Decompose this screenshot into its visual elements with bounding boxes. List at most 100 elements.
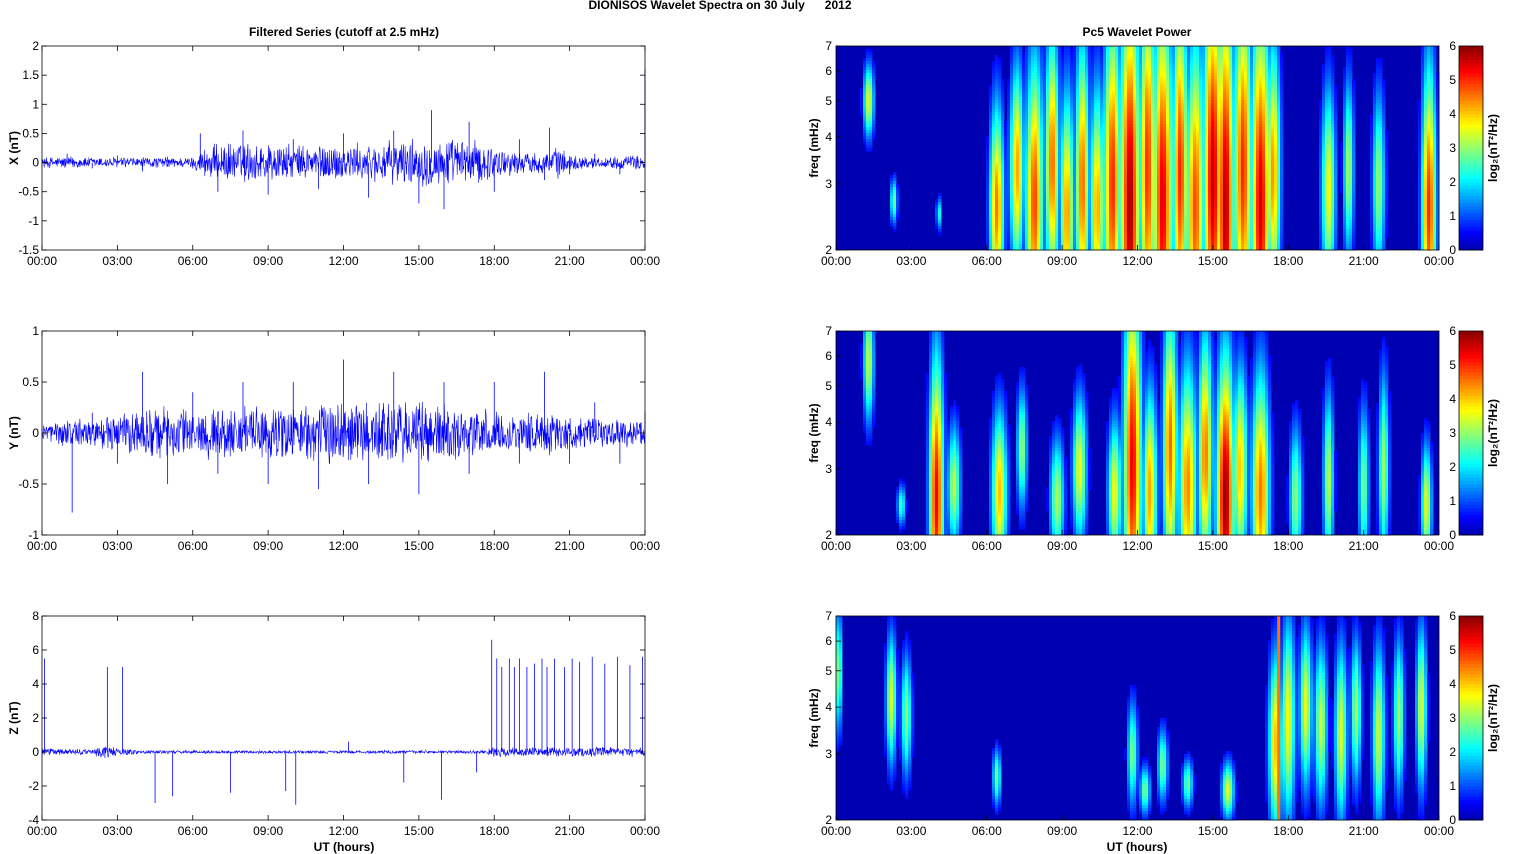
colorbar-segment	[1459, 121, 1483, 125]
colorbar-segment	[1459, 447, 1483, 451]
colorbar-segment	[1459, 168, 1483, 172]
colorbar-segment	[1459, 687, 1483, 691]
colorbar-segment	[1459, 80, 1483, 84]
colorbar-segment	[1459, 175, 1483, 179]
colorbar-segment	[1459, 626, 1483, 630]
colorbar-segment	[1459, 56, 1483, 60]
colorbar-segment	[1459, 189, 1483, 193]
right-column-title: Pc5 Wavelet Power	[1083, 25, 1192, 39]
colorbar-segment	[1459, 681, 1483, 685]
colorbar-segment	[1459, 640, 1483, 644]
colorbar-segment	[1459, 233, 1483, 237]
colorbar-segment	[1459, 406, 1483, 410]
colorbar-segment	[1459, 362, 1483, 366]
x-tick-label: 09:00	[1047, 824, 1077, 838]
colorbar-segment	[1459, 481, 1483, 485]
y-tick-label: 6	[825, 349, 832, 363]
colorbar-segment	[1459, 114, 1483, 118]
y-tick-label: 0.5	[22, 126, 39, 140]
colorbar-segment	[1459, 630, 1483, 634]
colorbar-tick-label: 3	[1449, 141, 1456, 155]
colorbar-segment	[1459, 165, 1483, 169]
colorbar-segment	[1459, 73, 1483, 77]
colorbar-segment	[1459, 53, 1483, 57]
colorbar-segment	[1459, 715, 1483, 719]
colorbar-segment	[1459, 100, 1483, 104]
colorbar-segment	[1459, 192, 1483, 196]
colorbar-tick-label: 0	[1449, 243, 1456, 257]
colorbar-segment	[1459, 623, 1483, 627]
colorbar-segment	[1459, 813, 1483, 817]
colorbar-segment	[1459, 345, 1483, 349]
x-tick-label: 21:00	[555, 539, 585, 553]
colorbar-segment	[1459, 752, 1483, 756]
y-tick-label: 0	[32, 745, 39, 759]
x-tick-label: 18:00	[1273, 254, 1303, 268]
colorbar-segment	[1459, 351, 1483, 355]
colorbar-segment	[1459, 145, 1483, 149]
x-tick-label: 03:00	[102, 539, 132, 553]
colorbar-segment	[1459, 382, 1483, 386]
colorbar-segment	[1459, 206, 1483, 210]
x-tick-label: 03:00	[896, 824, 926, 838]
colorbar-segment	[1459, 484, 1483, 488]
colorbar-tick-label: 0	[1449, 528, 1456, 542]
colorbar-segment	[1459, 104, 1483, 108]
colorbar-segment	[1459, 63, 1483, 67]
colorbar-tick-label: 4	[1449, 392, 1456, 406]
colorbar-segment	[1459, 694, 1483, 698]
y-tick-label: 1	[32, 97, 39, 111]
colorbar-tick-label: 4	[1449, 107, 1456, 121]
colorbar-segment	[1459, 389, 1483, 393]
x-tick-label: 18:00	[1273, 824, 1303, 838]
x-tick-label: 06:00	[178, 824, 208, 838]
colorbar-segment	[1459, 633, 1483, 637]
colorbar-segment	[1459, 759, 1483, 763]
colorbar-segment	[1459, 77, 1483, 81]
colorbar-segment	[1459, 619, 1483, 623]
colorbar-segment	[1459, 776, 1483, 780]
colorbar-segment	[1459, 196, 1483, 200]
x-tick-label: 06:00	[972, 539, 1002, 553]
colorbar-segment	[1459, 803, 1483, 807]
colorbar-segment	[1459, 430, 1483, 434]
colorbar-segment	[1459, 179, 1483, 183]
colorbar-segment	[1459, 470, 1483, 474]
colorbar-tick-label: 1	[1449, 494, 1456, 508]
colorbar-segment	[1459, 385, 1483, 389]
x-tick-label: 09:00	[253, 824, 283, 838]
colorbar-segment	[1459, 762, 1483, 766]
colorbar-segment	[1459, 528, 1483, 532]
colorbar-segment	[1459, 90, 1483, 94]
colorbar-segment	[1459, 440, 1483, 444]
colorbar-segment	[1459, 358, 1483, 362]
colorbar-segment	[1459, 413, 1483, 417]
colorbar-segment	[1459, 474, 1483, 478]
colorbar-segment	[1459, 426, 1483, 430]
colorbar-segment	[1459, 128, 1483, 132]
colorbar-segment	[1459, 772, 1483, 776]
x-tick-label: 18:00	[479, 539, 509, 553]
x-tick-label: 00:00	[630, 824, 660, 838]
y-tick-label: -0.5	[18, 185, 39, 199]
right-xlabel: UT (hours)	[1107, 840, 1168, 854]
heatmap-vertical-line	[1277, 616, 1280, 820]
y-tick-label: 2	[32, 711, 39, 725]
colorbar-segment	[1459, 487, 1483, 491]
colorbar-tick-label: 0	[1449, 813, 1456, 827]
colorbar-segment	[1459, 355, 1483, 359]
colorbar-segment	[1459, 141, 1483, 145]
colorbar-segment	[1459, 728, 1483, 732]
colorbar-segment	[1459, 49, 1483, 53]
colorbar-segment	[1459, 725, 1483, 729]
colorbar-segment	[1459, 460, 1483, 464]
colorbar-segment	[1459, 243, 1483, 247]
y-tick-label: -2	[28, 779, 39, 793]
y-tick-label: 0	[32, 426, 39, 440]
colorbar-segment	[1459, 182, 1483, 186]
colorbar-segment	[1459, 409, 1483, 413]
y-tick-label: 6	[825, 634, 832, 648]
colorbar-segment	[1459, 341, 1483, 345]
